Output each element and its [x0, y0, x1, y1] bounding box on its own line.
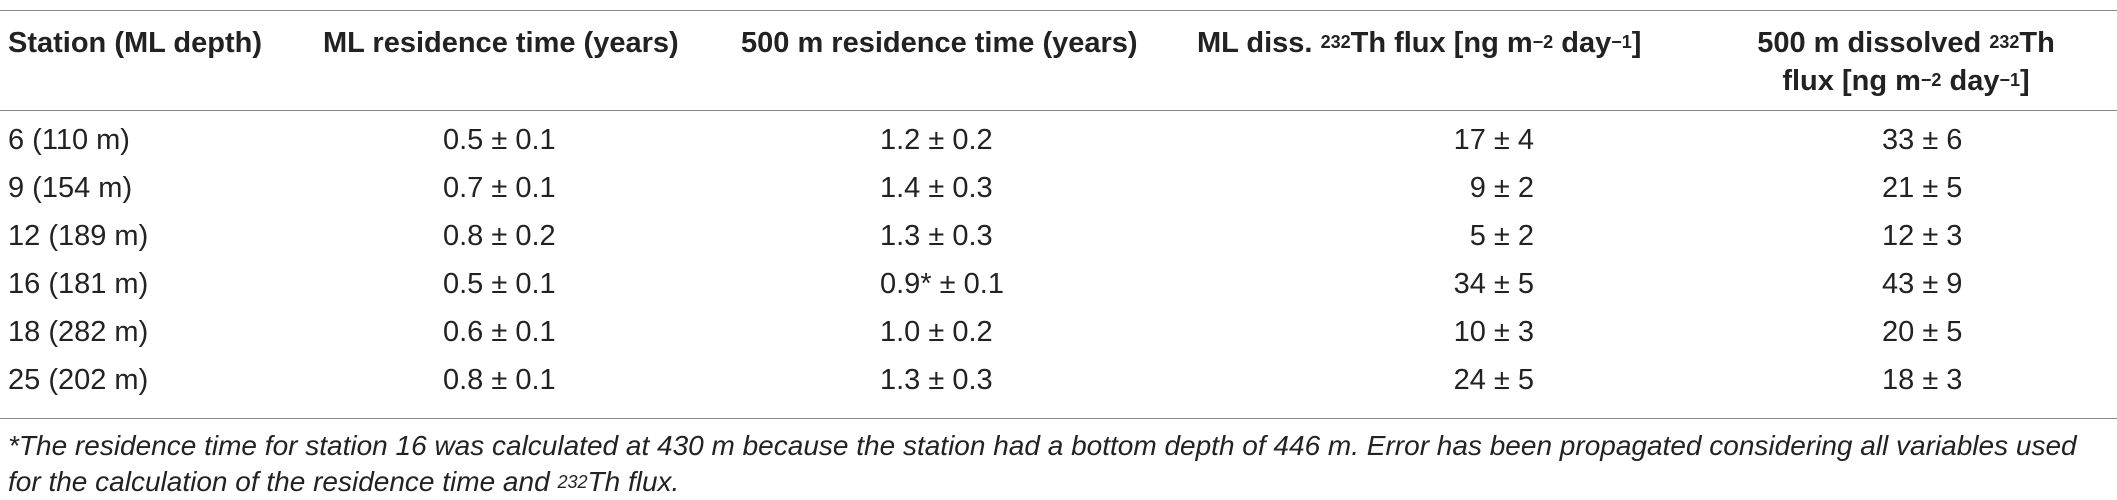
header-ml-flux-exp1: −2	[1532, 32, 1554, 52]
cell-ml-residence: 0.6 ± 0.1	[443, 316, 556, 348]
footnote-line2: for the calculation of the residence tim…	[8, 464, 2108, 500]
cell-500m-flux: 21 ± 5	[1882, 172, 1963, 204]
cell-500m-residence: 1.3 ± 0.3	[880, 220, 993, 252]
table-row: 6 (110 m) 0.5 ± 0.1 1.2 ± 0.2 17 ± 4 33 …	[0, 116, 2117, 164]
cell-station: 12 (189 m)	[8, 220, 149, 252]
header-500m-flux-exp1: −2	[1920, 70, 1942, 90]
cell-station: 6 (110 m)	[8, 124, 130, 156]
header-500m-flux-unit-post: ]	[2019, 65, 2030, 97]
header-ml-flux: ML diss. 232Th flux [ng m−2 day−1]	[1197, 24, 1641, 62]
cell-ml-residence: 0.8 ± 0.2	[443, 220, 556, 252]
header-500m-flux: 500 m dissolved 232Th flux [ng m−2 day−1…	[1704, 24, 2108, 100]
footnote-line2-pre: for the calculation of the residence tim…	[8, 466, 558, 497]
cell-ml-flux: 17 ± 4	[1453, 124, 1534, 156]
cell-ml-residence: 0.5 ± 0.1	[443, 268, 556, 300]
cell-ml-flux: 34 ± 5	[1453, 268, 1534, 300]
cell-station: 25 (202 m)	[8, 364, 149, 396]
header-500m-flux-line1: 500 m dissolved 232Th	[1704, 24, 2108, 62]
footnote-line2-post: Th flux.	[587, 466, 680, 497]
cell-ml-flux: 9 ± 2	[1469, 172, 1534, 204]
table-bottom-rule	[0, 418, 2117, 419]
header-station: Station (ML depth)	[8, 24, 262, 62]
header-500m-flux-pre: 500 m dissolved	[1757, 27, 1990, 59]
header-500m-residence-text: 500 m residence time (years)	[741, 27, 1138, 59]
footnote-isotope: 232	[557, 472, 588, 492]
cell-ml-residence: 0.8 ± 0.1	[443, 364, 556, 396]
table-row: 9 (154 m) 0.7 ± 0.1 1.4 ± 0.3 9 ± 2 21 ±…	[0, 164, 2117, 212]
header-500m-flux-line2: flux [ng m−2 day−1]	[1704, 62, 2108, 100]
cell-500m-residence: 1.3 ± 0.3	[880, 364, 993, 396]
table-header-rule	[0, 110, 2117, 111]
header-ml-flux-post: ]	[1631, 27, 1642, 59]
header-station-text: Station (ML depth)	[8, 27, 262, 59]
table-top-rule	[0, 10, 2117, 11]
cell-ml-flux: 24 ± 5	[1453, 364, 1534, 396]
header-ml-residence-text: ML residence time (years)	[323, 27, 679, 59]
table-footnote: *The residence time for station 16 was c…	[8, 428, 2108, 500]
header-ml-flux-pre: ML diss.	[1197, 27, 1321, 59]
cell-500m-flux: 18 ± 3	[1882, 364, 1963, 396]
cell-ml-flux: 5 ± 2	[1469, 220, 1534, 252]
cell-ml-residence: 0.7 ± 0.1	[443, 172, 556, 204]
table-row: 12 (189 m) 0.8 ± 0.2 1.3 ± 0.3 5 ± 2 12 …	[0, 212, 2117, 260]
header-500m-flux-unit-pre: flux [ng m	[1782, 65, 1921, 97]
cell-500m-flux: 20 ± 5	[1882, 316, 1963, 348]
cell-station: 16 (181 m)	[8, 268, 149, 300]
table-row: 18 (282 m) 0.6 ± 0.1 1.0 ± 0.2 10 ± 3 20…	[0, 308, 2117, 356]
header-ml-residence: ML residence time (years)	[323, 24, 679, 62]
table-row: 25 (202 m) 0.8 ± 0.1 1.3 ± 0.3 24 ± 5 18…	[0, 356, 2117, 404]
header-ml-flux-isotope: 232	[1320, 32, 1351, 52]
header-ml-flux-mid: Th flux [ng m	[1350, 27, 1533, 59]
cell-500m-flux: 33 ± 6	[1882, 124, 1963, 156]
cell-500m-residence: 1.4 ± 0.3	[880, 172, 993, 204]
cell-ml-flux: 10 ± 3	[1453, 316, 1534, 348]
cell-500m-flux: 12 ± 3	[1882, 220, 1963, 252]
header-500m-flux-element: Th	[2019, 27, 2055, 59]
cell-station: 18 (282 m)	[8, 316, 149, 348]
header-ml-flux-exp2: −1	[1611, 32, 1632, 52]
footnote-line1: *The residence time for station 16 was c…	[8, 430, 2077, 461]
cell-500m-residence: 1.0 ± 0.2	[880, 316, 993, 348]
header-500m-flux-isotope: 232	[1989, 32, 2020, 52]
header-ml-flux-mid2: day	[1553, 27, 1612, 59]
header-500m-residence: 500 m residence time (years)	[741, 24, 1138, 62]
cell-station: 9 (154 m)	[8, 172, 133, 204]
header-500m-flux-unit-mid: day	[1941, 65, 2000, 97]
header-500m-flux-exp2: −1	[1999, 70, 2020, 90]
table-row: 16 (181 m) 0.5 ± 0.1 0.9* ± 0.1 34 ± 5 4…	[0, 260, 2117, 308]
cell-500m-residence: 0.9* ± 0.1	[880, 268, 1004, 300]
cell-500m-residence: 1.2 ± 0.2	[880, 124, 993, 156]
cell-ml-residence: 0.5 ± 0.1	[443, 124, 556, 156]
cell-500m-flux: 43 ± 9	[1882, 268, 1963, 300]
